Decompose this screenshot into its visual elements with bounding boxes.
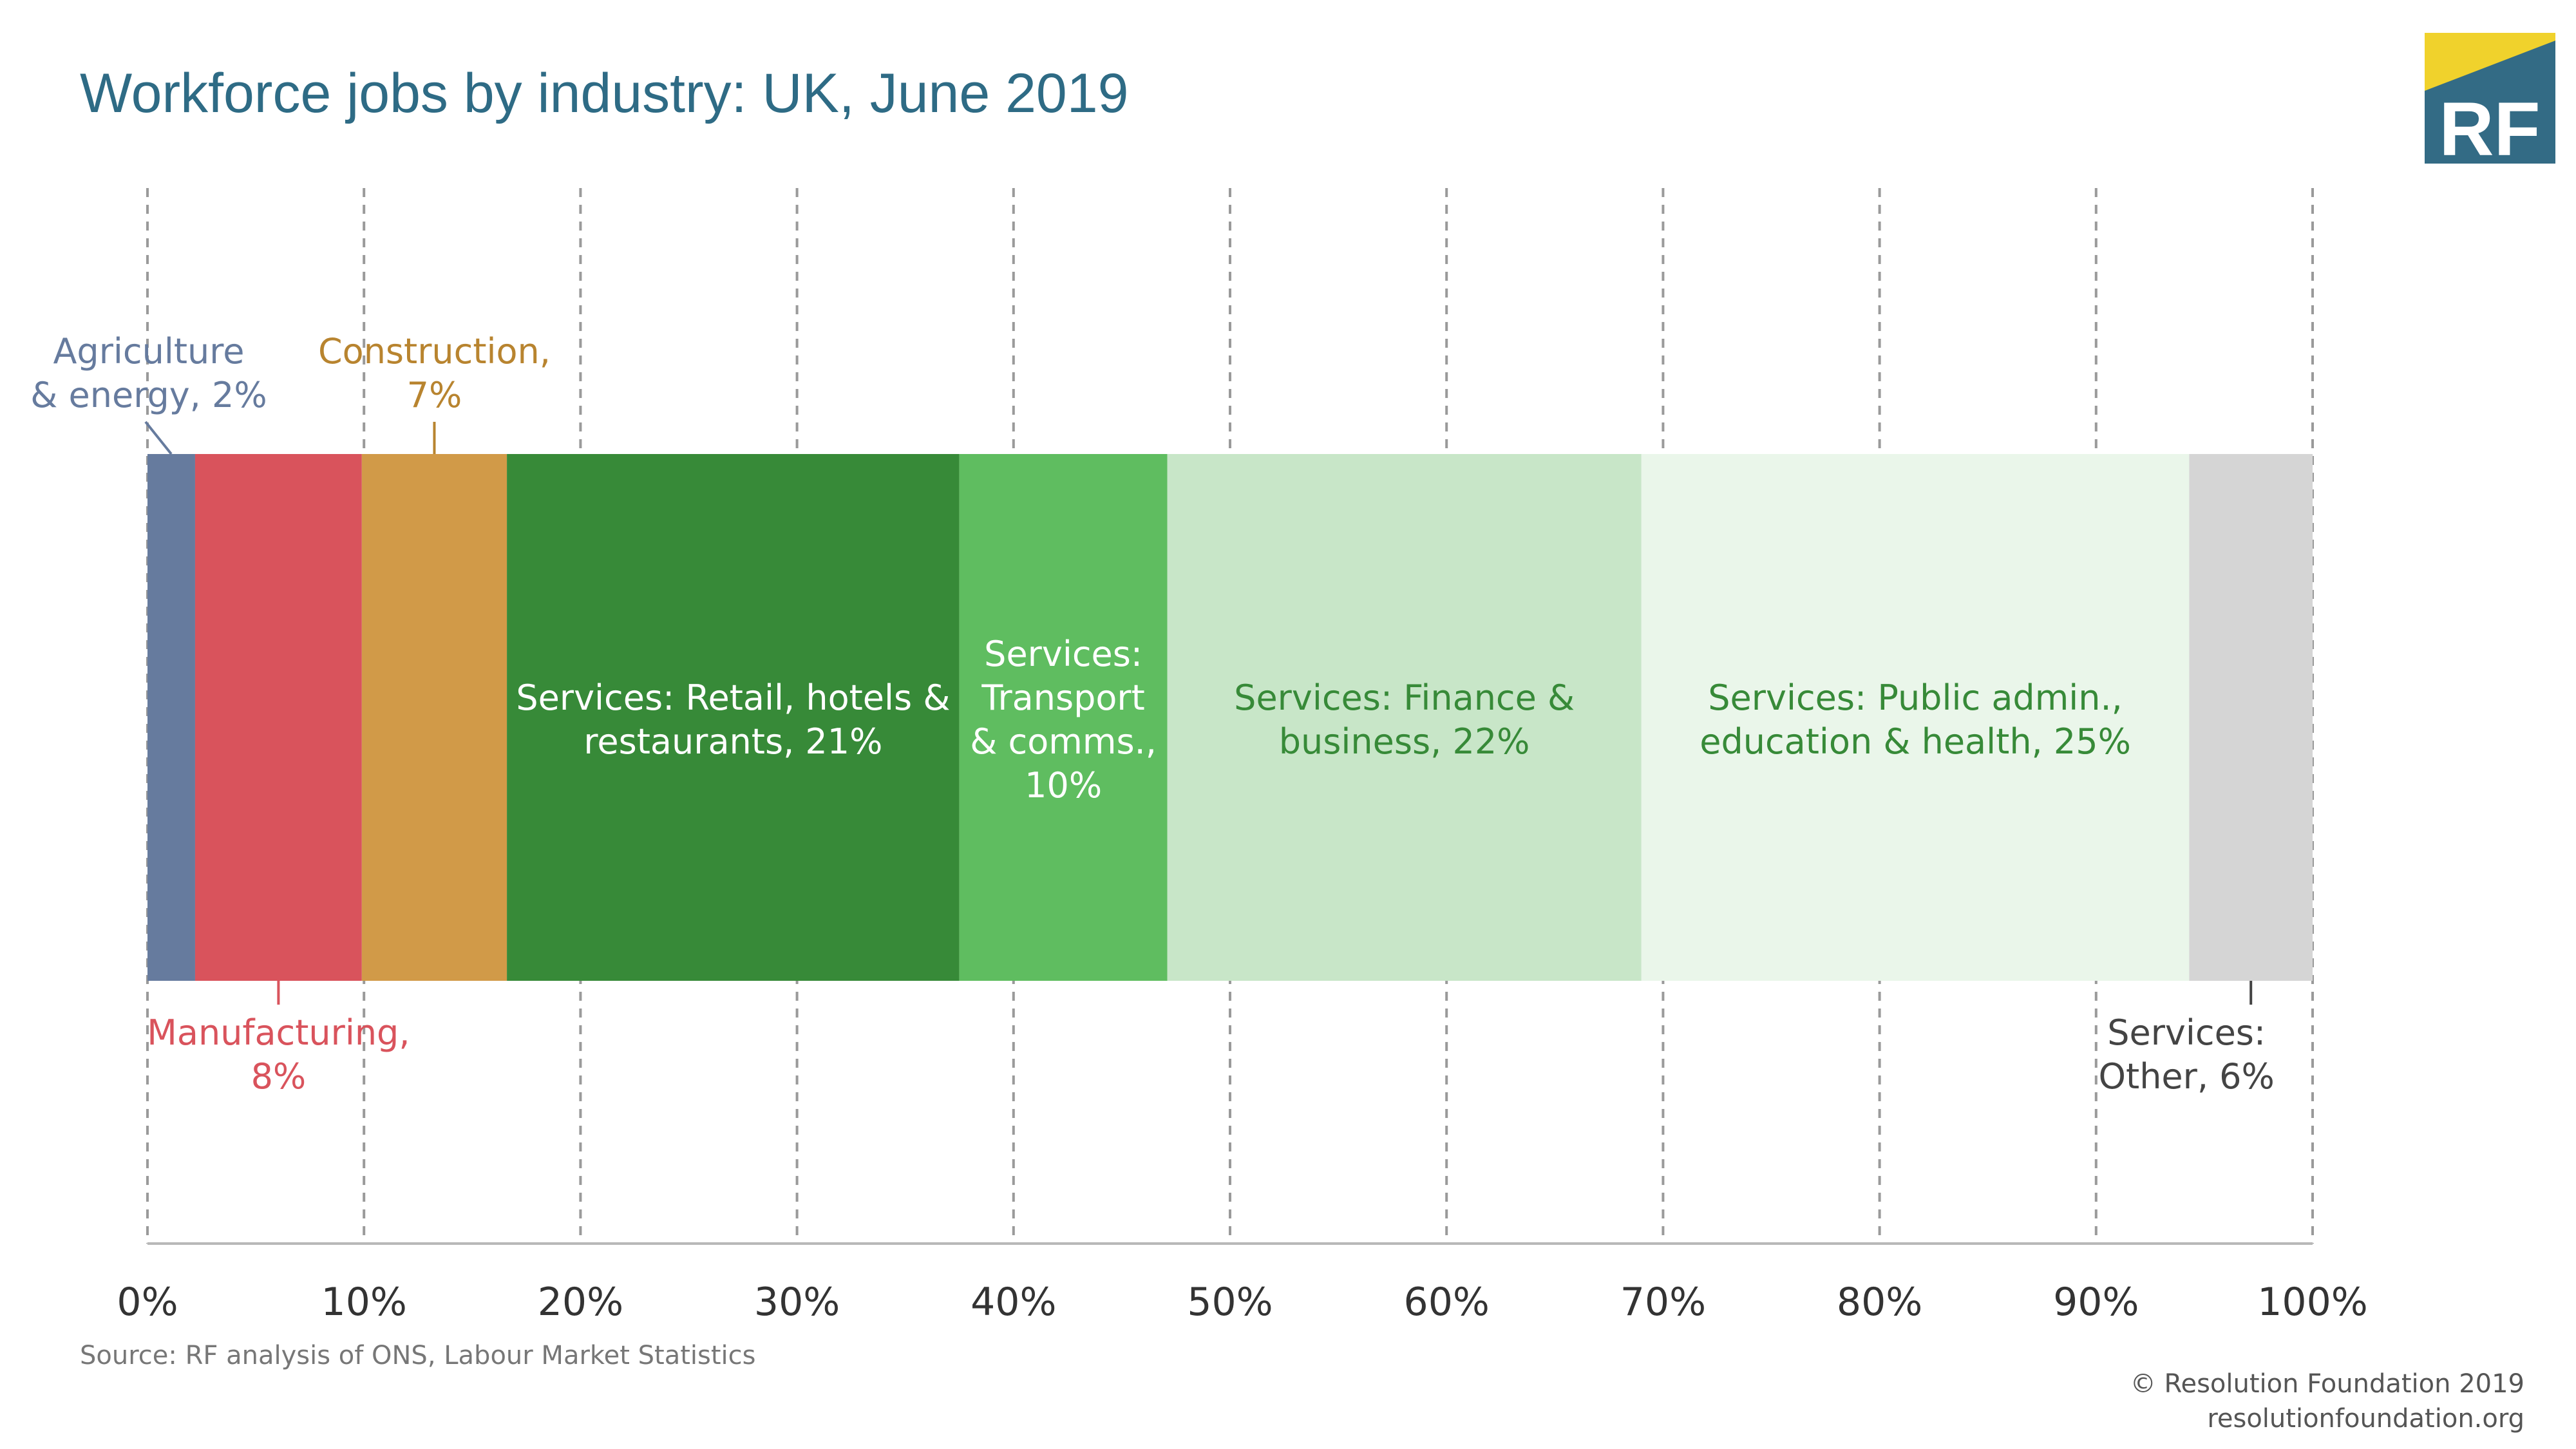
segment-label: 8% xyxy=(251,1056,307,1097)
segment-labels: Agriculture& energy, 2% Manufacturing,8% C… xyxy=(30,331,2275,1097)
x-tick-label: 70% xyxy=(1620,1280,1706,1325)
segment-label: Transport xyxy=(981,677,1144,718)
bar-segment xyxy=(194,454,362,981)
segment-label: Services: xyxy=(2107,1012,2266,1053)
bar-segment xyxy=(361,454,507,981)
bar-segments xyxy=(147,454,2313,981)
segment-label: 10% xyxy=(1025,765,1102,806)
x-tick-label: 0% xyxy=(117,1280,178,1325)
segment-label: 7% xyxy=(407,375,462,415)
website-text: resolutionfoundation.org xyxy=(2207,1404,2524,1434)
segment-label: Other, 6% xyxy=(2099,1056,2275,1097)
segment-label: Manufacturing, xyxy=(147,1012,410,1053)
segment-label: business, 22% xyxy=(1279,721,1530,762)
bar-segment xyxy=(1641,454,2190,981)
x-tick-label: 40% xyxy=(971,1280,1056,1325)
segment-label: restaurants, 21% xyxy=(583,721,882,762)
x-tick-label: 90% xyxy=(2053,1280,2139,1325)
bar-segment xyxy=(1167,454,1642,981)
bar-segment xyxy=(507,454,960,981)
rf-logo-graphic: RF xyxy=(2425,33,2555,172)
x-tick-label: 60% xyxy=(1404,1280,1490,1325)
label-leader-lines xyxy=(144,421,2253,1005)
bar-segment xyxy=(147,454,195,981)
segment-label: Services: Finance & xyxy=(1234,677,1575,718)
segment-label: Services: Retail, hotels & xyxy=(516,677,950,718)
segment-label: Agriculture xyxy=(53,331,244,372)
segment-label: & comms., xyxy=(970,721,1157,762)
x-tick-label: 30% xyxy=(754,1280,840,1325)
x-tick-label: 80% xyxy=(1837,1280,1922,1325)
segment-label: & energy, 2% xyxy=(30,375,267,415)
rf-logo: RF xyxy=(2425,33,2555,172)
bar-segment xyxy=(959,454,1168,981)
x-tick-label: 100% xyxy=(2257,1280,2368,1325)
bar-segment xyxy=(2189,454,2313,981)
x-tick-label: 20% xyxy=(538,1280,623,1325)
segment-label: Services: Public admin., xyxy=(1708,677,2123,718)
copyright-text: © Resolution Foundation 2019 xyxy=(2130,1369,2524,1399)
x-tick-label: 50% xyxy=(1187,1280,1273,1325)
x-axis-tick-labels: 0% 10% 20% 30% 40% 50% 60% 70% 80% 90% 100% xyxy=(117,1280,2367,1325)
segment-label: education & health, 25% xyxy=(1700,721,2131,762)
logo-accent xyxy=(2425,33,2555,91)
segment-label: Construction, xyxy=(318,331,551,372)
copyright-block: © Resolution Foundation 2019 resolutionf… xyxy=(2130,1367,2524,1436)
chart-title: Workforce jobs by industry: UK, June 201… xyxy=(80,62,1129,124)
source-note: Source: RF analysis of ONS, Labour Marke… xyxy=(80,1341,756,1370)
leader-line xyxy=(144,421,173,455)
segment-label: Services: xyxy=(984,634,1142,674)
logo-text: RF xyxy=(2439,87,2540,164)
x-tick-label: 10% xyxy=(321,1280,407,1325)
